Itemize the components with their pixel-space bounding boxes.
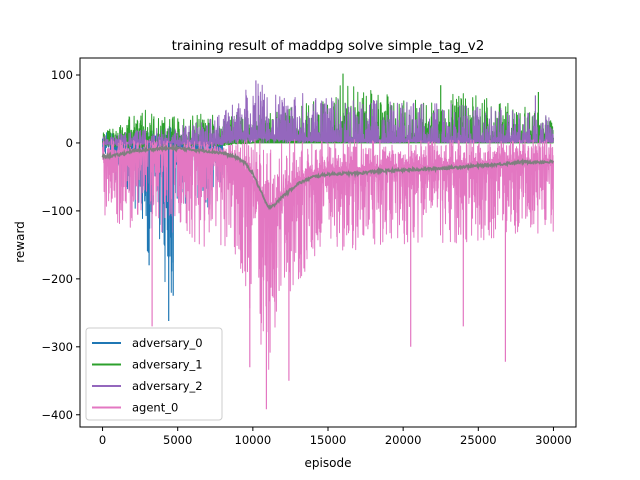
plot-area: [101, 73, 554, 410]
x-tick-label-1: 5000: [163, 433, 192, 447]
legend-label-adversary_2: adversary_2: [132, 379, 203, 393]
legend: adversary_0 adversary_1 adversary_2 agent_0: [85, 327, 223, 421]
x-tick-label-2: 10000: [235, 433, 272, 447]
x-tick-label-3: 15000: [310, 433, 347, 447]
x-tick-label-6: 30000: [535, 433, 572, 447]
series-line-adversary_2: [102, 83, 554, 147]
legend-label-adversary_0: adversary_0: [132, 336, 203, 350]
legend-label-agent_0: agent_0: [132, 401, 178, 415]
y-tick-label-2: −100: [41, 204, 73, 218]
legend-box: [85, 327, 223, 421]
y-tick-label-5: −400: [41, 408, 73, 422]
y-tick-label-4: −300: [41, 340, 73, 354]
moving-average-line: [101, 144, 554, 211]
x-tick-label-5: 25000: [460, 433, 497, 447]
y-axis-label: reward: [13, 221, 27, 263]
y-tick-label-0: 100: [51, 68, 73, 82]
y-tick-label-3: −200: [41, 272, 73, 286]
x-axis: 0 5000 10000 15000 20000 25000 30000: [99, 427, 572, 447]
x-tick-label-4: 20000: [385, 433, 422, 447]
x-axis-label: episode: [305, 456, 352, 470]
y-axis: 100 0 −100 −200 −300 −400: [41, 68, 80, 422]
x-tick-label-0: 0: [99, 433, 106, 447]
chart-title: training result of maddpg solve simple_t…: [172, 38, 485, 54]
y-tick-label-1: 0: [66, 136, 73, 150]
legend-label-adversary_1: adversary_1: [132, 358, 203, 372]
